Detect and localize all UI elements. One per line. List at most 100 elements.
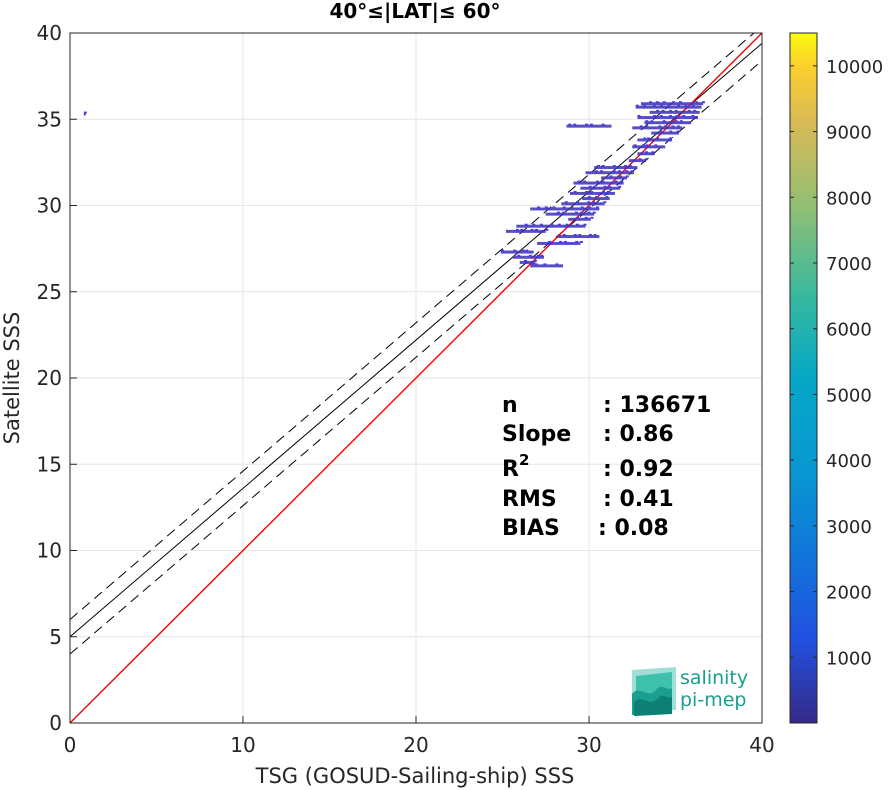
density-point (583, 223, 587, 226)
density-point (513, 249, 517, 252)
stat-slope-label: Slope (502, 422, 571, 447)
density-point (592, 211, 596, 214)
density-point (584, 123, 588, 126)
y-tick-label: 30 (37, 194, 62, 218)
density-point (576, 201, 580, 204)
density-point (520, 228, 524, 231)
colorbar-tick-label: 2000 (826, 583, 872, 604)
density-segment (628, 159, 647, 163)
density-point (676, 125, 680, 128)
density-segment (635, 105, 702, 109)
density-segment (594, 166, 638, 170)
density-segment (545, 212, 595, 216)
density-point (678, 101, 682, 104)
density-point (679, 120, 683, 123)
density-point (535, 228, 539, 231)
density-point (687, 109, 691, 112)
density-point (552, 206, 556, 209)
density-point (531, 263, 535, 266)
density-point (642, 144, 646, 147)
salinity-pi-mep-logo: salinity pi-mep (632, 667, 748, 716)
density-point (594, 170, 598, 173)
density-point (543, 263, 547, 266)
density-point (573, 234, 577, 237)
colorbar-tick-label: 6000 (826, 320, 872, 341)
stat-bias-value: : 0.08 (598, 516, 669, 541)
density-point (584, 216, 588, 219)
density-segment (500, 250, 534, 254)
density-point (603, 185, 607, 188)
logo-line2: pi-mep (680, 689, 746, 711)
density-point (537, 206, 541, 209)
density-point (524, 223, 528, 226)
y-tick-label: 20 (37, 366, 62, 390)
density-point (596, 180, 600, 183)
colorbar-tick-label: 3000 (826, 517, 872, 538)
density-point (601, 123, 605, 126)
density-point (545, 228, 549, 231)
density-point (674, 109, 678, 112)
density-point (559, 240, 563, 243)
density-point (587, 211, 591, 214)
density-point (656, 109, 660, 112)
density-point (675, 115, 679, 118)
density-point (668, 137, 672, 140)
density-segment (537, 241, 581, 245)
density-point (674, 120, 678, 123)
stat-r2-value: : 0.92 (603, 457, 674, 482)
stat-bias-label: BIAS (502, 516, 560, 541)
density-point (682, 115, 686, 118)
density-point (619, 175, 623, 178)
density-segment (83, 112, 86, 116)
density-point (671, 125, 675, 128)
density-point (564, 201, 568, 204)
density-point (653, 115, 657, 118)
density-point (645, 120, 649, 123)
density-point (570, 206, 574, 209)
y-axis-ticks: 0 5 10 15 20 25 30 35 40 (37, 21, 77, 735)
colorbar-tick-label: 7000 (826, 254, 872, 275)
density-point (544, 206, 548, 209)
density-point (676, 130, 680, 133)
density-points (83, 101, 705, 268)
density-point (574, 211, 578, 214)
density-point (562, 211, 566, 214)
density-point (578, 234, 582, 237)
density-point (580, 211, 584, 214)
density-point (530, 228, 534, 231)
density-point (650, 120, 654, 123)
density-point (589, 123, 593, 126)
density-point (656, 137, 660, 140)
density-point (652, 104, 656, 107)
density-point (638, 158, 642, 161)
density-point (625, 175, 629, 178)
x-tick-label: 30 (576, 733, 601, 757)
density-segment (644, 121, 692, 125)
density-point (83, 111, 87, 114)
density-point (701, 101, 705, 104)
density-point (633, 144, 637, 147)
y-tick-label: 15 (37, 452, 62, 476)
density-point (658, 125, 662, 128)
density-segment (530, 264, 564, 268)
density-segment (651, 131, 679, 135)
density-point (607, 185, 611, 188)
density-point (596, 165, 600, 168)
density-point (540, 254, 544, 257)
density-point (593, 185, 597, 188)
density-point (563, 240, 567, 243)
density-segment (582, 197, 610, 201)
density-point (573, 123, 577, 126)
density-point (684, 104, 688, 107)
density-point (590, 216, 594, 219)
density-point (637, 115, 641, 118)
density-segment (640, 102, 704, 106)
density-point (590, 190, 594, 193)
density-point (562, 206, 566, 209)
y-tick-label: 0 (49, 711, 62, 735)
density-segment (632, 126, 683, 130)
density-point (592, 201, 596, 204)
density-point (580, 206, 584, 209)
density-point (557, 223, 561, 226)
density-point (612, 165, 616, 168)
